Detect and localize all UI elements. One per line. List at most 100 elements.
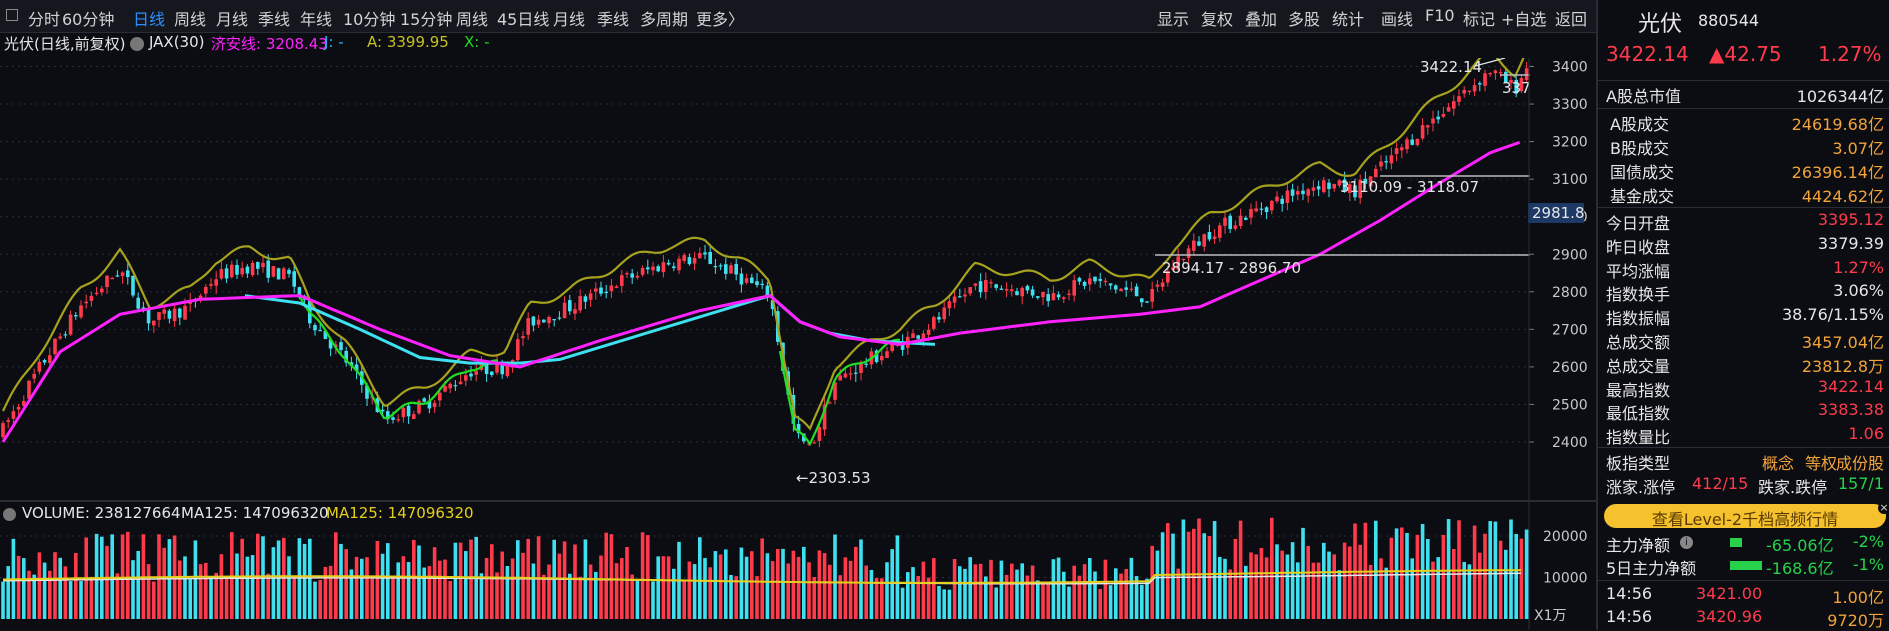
volume-bar xyxy=(708,567,712,619)
settings-circle-icon[interactable] xyxy=(130,37,144,51)
info-icon[interactable]: i xyxy=(1680,536,1693,549)
tag-equal-weight[interactable]: 等权 xyxy=(1804,454,1837,473)
period-tab-12[interactable]: 季线 xyxy=(597,10,630,29)
volume-bar xyxy=(1202,533,1206,619)
candle-body xyxy=(380,409,385,412)
candle-body xyxy=(448,383,452,389)
volume-bar xyxy=(1056,557,1061,619)
volume-bar xyxy=(791,550,796,619)
candle-body xyxy=(734,263,738,275)
candle-body xyxy=(209,284,213,286)
volume-bar xyxy=(1124,568,1128,619)
volume-bar xyxy=(412,539,416,619)
tag-concept[interactable]: 概念 xyxy=(1761,454,1794,473)
stat-value: 3383.38 xyxy=(1817,400,1884,420)
candle-body xyxy=(422,398,426,402)
toolbar-action-9[interactable]: 返回 xyxy=(1555,10,1588,29)
toolbar-action-7[interactable]: 标记 xyxy=(1463,10,1496,29)
volume-bar xyxy=(1036,580,1040,619)
close-icon[interactable]: × xyxy=(1878,501,1889,514)
period-tab-14[interactable]: 更多〉 xyxy=(696,10,745,29)
toolbar-action-8[interactable]: +自选 xyxy=(1501,10,1547,29)
volume-bar xyxy=(744,556,749,619)
period-tab-13[interactable]: 多周期 xyxy=(640,10,689,29)
toolbar-action-6[interactable]: F10 xyxy=(1425,6,1455,25)
volume-bar xyxy=(1082,564,1087,619)
candle-body xyxy=(204,286,208,294)
volume-bar xyxy=(313,581,317,619)
candle-body xyxy=(1280,198,1284,204)
volume-bar xyxy=(198,564,203,619)
toolbar-action-4[interactable]: 统计 xyxy=(1332,10,1365,29)
candle-body xyxy=(874,350,879,363)
candle-body xyxy=(1244,217,1248,220)
period-tab-1[interactable]: 60分钟 xyxy=(62,10,115,29)
volume-bar xyxy=(375,540,380,619)
volume-bar xyxy=(276,540,281,619)
period-tab-4[interactable]: 月线 xyxy=(216,10,249,29)
volume-bar xyxy=(1374,520,1378,619)
period-tab-5[interactable]: 季线 xyxy=(258,10,291,29)
tag-constituents[interactable]: 成份股 xyxy=(1835,454,1884,473)
toolbar-action-2[interactable]: 叠加 xyxy=(1245,10,1278,29)
candle-body xyxy=(157,312,161,320)
period-tab-9[interactable]: 周线 xyxy=(456,10,489,29)
candle-body xyxy=(495,362,499,373)
stat-label: 指数量比 xyxy=(1606,428,1671,448)
candle-body xyxy=(843,373,848,378)
turnover-value: 4424.62亿 xyxy=(1801,187,1884,206)
stat-row: 指数换手 3.06% xyxy=(1606,281,1884,305)
candle-body xyxy=(687,257,692,265)
price-tick-label: 2800 xyxy=(1552,285,1588,301)
volume-bar xyxy=(204,562,208,619)
volume-bar xyxy=(188,579,192,619)
toolbar-action-1[interactable]: 复权 xyxy=(1201,10,1234,29)
volume-bar xyxy=(37,552,42,619)
level2-button[interactable]: 查看Level-2千档高频行情 × xyxy=(1604,501,1889,529)
stat-value: 3457.04亿 xyxy=(1801,333,1884,352)
volume-bar xyxy=(360,558,364,619)
panel-toggle-icon[interactable] xyxy=(6,9,18,21)
volume-bar xyxy=(1275,544,1279,619)
toolbar-action-5[interactable]: 画线 xyxy=(1381,10,1414,29)
candlestick-series xyxy=(1,61,1529,448)
low-annotation: ←2303.53 xyxy=(796,469,871,487)
period-tab-11[interactable]: 月线 xyxy=(553,10,586,29)
kline-chart[interactable]: 3400330032003100300029002800270026002500… xyxy=(0,58,1596,630)
period-tab-6[interactable]: 年线 xyxy=(300,10,333,29)
candle-body xyxy=(1114,285,1118,290)
toolbar-action-3[interactable]: 多股 xyxy=(1288,10,1321,29)
turnover-label: 基金成交 xyxy=(1610,187,1675,206)
candle-body xyxy=(672,266,676,269)
volume-bar xyxy=(1394,528,1399,619)
volume-bar xyxy=(126,531,130,619)
volume-bar xyxy=(781,548,785,619)
toolbar-action-0[interactable]: 显示 xyxy=(1157,10,1190,29)
period-tab-8[interactable]: 15分钟 xyxy=(400,10,453,29)
indicator-name[interactable]: JAX(30) xyxy=(149,33,205,51)
candle-body xyxy=(978,281,983,293)
volume-bar xyxy=(1166,523,1170,619)
candle-body xyxy=(828,402,832,404)
period-tab-3[interactable]: 周线 xyxy=(174,10,207,29)
volume-bar xyxy=(1197,518,1201,619)
candle-body xyxy=(256,262,260,269)
volume-bar xyxy=(661,556,666,619)
period-tab-7[interactable]: 10分钟 xyxy=(343,10,396,29)
volume-bar xyxy=(1155,550,1160,619)
price-axis: 3400330032003100300029002800270026002500… xyxy=(1529,60,1588,451)
volume-bar xyxy=(666,556,671,619)
candle-body xyxy=(126,270,130,278)
candle-body xyxy=(1134,286,1139,297)
volume-settings-icon[interactable] xyxy=(3,508,16,521)
period-tab-2[interactable]: 日线 xyxy=(133,10,166,29)
period-tab-10[interactable]: 45日线 xyxy=(497,10,550,29)
period-tab-0[interactable]: 分时 xyxy=(28,10,61,29)
candle-body xyxy=(1254,208,1258,212)
candle-body xyxy=(240,267,244,275)
candle-body xyxy=(729,265,733,274)
candle-body xyxy=(1181,258,1186,261)
volume-bar xyxy=(999,560,1004,619)
volume-ma-yellow xyxy=(2,569,1522,584)
volume-bar xyxy=(479,573,484,619)
